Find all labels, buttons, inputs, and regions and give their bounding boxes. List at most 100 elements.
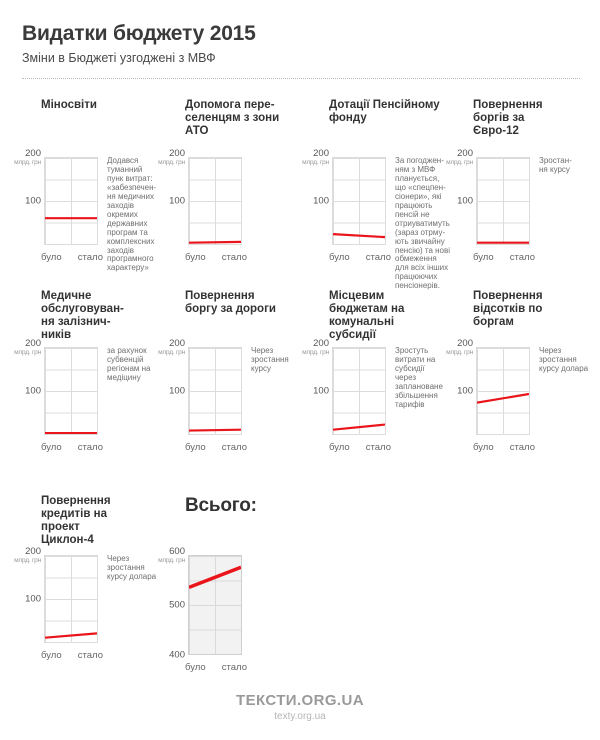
x-label-became: стало [221, 662, 247, 673]
y-axis-unit: млрд. грн [14, 349, 41, 357]
trend-line-segment [189, 430, 241, 431]
x-label-became: стало [365, 442, 391, 453]
y-tick-top: 200 [457, 338, 473, 350]
chart-annotation: Через зростання курсу [251, 346, 289, 373]
plot-area [44, 157, 98, 245]
chart-annotation: за рахунок субвенцій регіонам на медіцин… [107, 346, 151, 382]
chart-annotation: Через зростання курсу долара [539, 346, 589, 373]
trend-line [189, 158, 241, 244]
y-tick-mid: 100 [169, 195, 185, 207]
trend-line [477, 158, 529, 244]
footer-url: texty.org.ua [274, 711, 326, 722]
y-tick-mid: 100 [313, 385, 329, 397]
y-axis: 200 млрд. грн 100 [158, 149, 188, 245]
trend-line-segment [477, 394, 529, 403]
chart-total: Всього: 600 млрд. грн 500 400 було стал [158, 495, 310, 681]
chart-ato-aid: Допомога пере- селенцям з зони АТО 200 мл… [158, 99, 310, 269]
y-axis: 200 млрд. грн 100 [302, 339, 332, 435]
plot-area [188, 347, 242, 435]
chart-title: Повернення відсотків по боргам [473, 290, 543, 329]
y-tick-top: 600 [169, 546, 185, 558]
chart-annotation: За погоджен- ням з МВФ планується, що «с… [395, 156, 451, 291]
y-axis: 200 млрд. грн 100 [14, 547, 44, 643]
trend-line [333, 158, 385, 244]
dotted-divider [22, 78, 580, 79]
y-axis: 200 млрд. грн 100 [14, 149, 44, 245]
y-axis-unit: млрд. грн [302, 349, 329, 357]
plot-area [332, 347, 386, 435]
trend-line [45, 348, 97, 434]
chart-annotation: Додався туманний пунк витрат: «забезпече… [107, 156, 157, 273]
chart-minosvity: Міносвіти 200 млрд. грн 100 було стало [14, 99, 166, 272]
y-tick-mid: 100 [25, 593, 41, 605]
page-subtitle: Зміни в Бюджеті узгоджені з МВФ [22, 51, 216, 65]
x-label-became: стало [221, 442, 247, 453]
y-axis-unit: млрд. грн [446, 159, 473, 167]
y-tick-mid: 100 [457, 195, 473, 207]
y-axis: 200 млрд. грн 100 [302, 149, 332, 245]
y-tick-mid: 100 [25, 195, 41, 207]
y-axis: 200 млрд. грн 100 [158, 339, 188, 435]
trend-line-segment [333, 425, 385, 430]
y-tick-mid: 100 [313, 195, 329, 207]
plot-area [476, 157, 530, 245]
y-axis-unit: млрд. грн [14, 557, 41, 565]
trend-line-segment [189, 242, 241, 243]
trend-line [189, 556, 241, 654]
chart-cyclone4: Повернення кредитів на проект Циклон-4 2… [14, 495, 166, 681]
plot-area-total [188, 555, 242, 655]
x-label-became: стало [77, 650, 103, 661]
x-label-was: було [329, 442, 350, 453]
charts-row-3: Повернення кредитів на проект Циклон-4 2… [14, 495, 580, 681]
page-title: Видатки бюджету 2015 [22, 22, 256, 45]
y-axis: 200 млрд. грн 100 [446, 149, 476, 245]
x-label-became: стало [221, 252, 247, 263]
x-label-became: стало [365, 252, 391, 263]
chart-annotation: Зростуть витрати на субсидії через запла… [395, 346, 443, 409]
y-tick-top: 200 [25, 148, 41, 160]
y-tick-mid: 100 [25, 385, 41, 397]
charts-row-1: Міносвіти 200 млрд. грн 100 було стало [14, 99, 580, 290]
plot-area [332, 157, 386, 245]
y-axis-unit: млрд. грн [446, 349, 473, 357]
chart-railway-medical: Медичне обслуговуван- ня залізнич- ників… [14, 290, 166, 459]
chart-title: Міносвіти [41, 99, 97, 111]
x-label-became: стало [509, 252, 535, 263]
y-axis-unit: млрд. грн [302, 159, 329, 167]
chart-annotation: Зростан- ня курсу [539, 156, 572, 174]
y-tick-top: 200 [25, 546, 41, 558]
x-label-became: стало [77, 252, 103, 263]
trend-line [189, 348, 241, 434]
chart-title: Допомога пере- селенцям з зони АТО [185, 99, 280, 138]
y-tick-top: 200 [457, 148, 473, 160]
x-label-was: було [41, 442, 62, 453]
y-tick-bottom: 400 [169, 648, 185, 660]
chart-debt-interest: Повернення відсотків по боргам 200 млрд. … [446, 290, 598, 459]
y-tick-top: 200 [25, 338, 41, 350]
trend-line [45, 556, 97, 642]
x-label-was: було [41, 252, 62, 263]
charts-row-2: Медичне обслуговуван- ня залізнич- ників… [14, 290, 588, 459]
x-label-became: стало [509, 442, 535, 453]
trend-line-segment [189, 567, 241, 587]
plot-area [188, 157, 242, 245]
chart-road-debt: Повернення боргу за дороги 200 млрд. грн … [158, 290, 310, 459]
x-label-was: було [185, 442, 206, 453]
chart-local-subsidies: Місцевим бюджетам на комунальні субсидії… [302, 290, 454, 459]
chart-title: Медичне обслуговуван- ня залізнич- ників [41, 290, 124, 342]
trend-line-segment [333, 234, 385, 237]
infographic-page: Видатки бюджету 2015 Зміни в Бюджеті узг… [14, 22, 588, 681]
x-label-was: було [329, 252, 350, 263]
y-axis-unit: млрд. грн [158, 159, 185, 167]
x-label-was: було [473, 442, 494, 453]
y-axis: 600 млрд. грн 500 400 [158, 547, 188, 659]
chart-euro12-debt: Повернення боргів за Євро-12 200 млрд. гр… [446, 99, 598, 269]
plot-area [44, 347, 98, 435]
x-label-became: стало [77, 442, 103, 453]
trend-line [477, 348, 529, 434]
y-tick-mid: 100 [169, 385, 185, 397]
y-axis-unit: млрд. грн [14, 159, 41, 167]
chart-title: Повернення боргу за дороги [185, 290, 276, 316]
y-tick-mid: 100 [457, 385, 473, 397]
chart-title: Місцевим бюджетам на комунальні субсидії [329, 290, 405, 342]
